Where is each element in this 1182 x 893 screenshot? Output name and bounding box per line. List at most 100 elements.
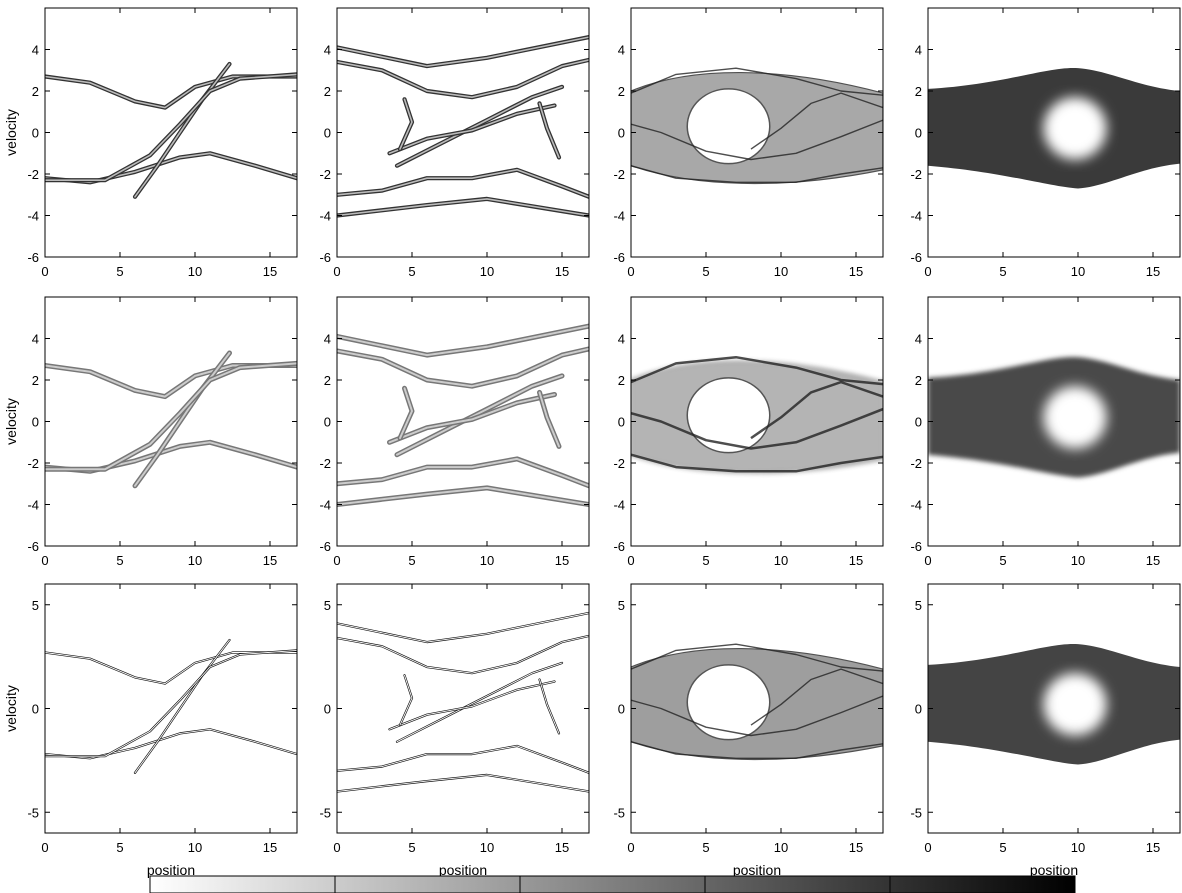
x-tick-label: 10	[1071, 840, 1085, 855]
filament	[45, 728, 297, 760]
y-tick-label: 4	[618, 43, 625, 58]
phase-space-hole	[1043, 97, 1107, 160]
y-tick-label: -4	[910, 498, 922, 513]
filament	[750, 380, 883, 440]
y-axis-label: velocity	[3, 398, 19, 445]
filament-core	[396, 662, 563, 743]
x-tick-label: 15	[849, 553, 863, 568]
x-tick-label: 15	[263, 840, 277, 855]
filament	[750, 668, 883, 726]
y-tick-label: 5	[324, 598, 331, 613]
filament	[631, 355, 883, 386]
colorbar	[149, 875, 1076, 893]
x-tick-label: 5	[999, 553, 1006, 568]
y-tick-label: 5	[618, 598, 625, 613]
filament	[388, 680, 556, 731]
y-tick-label: -6	[613, 539, 625, 554]
x-tick-label: 0	[627, 264, 634, 279]
filament-core	[337, 169, 589, 198]
filament-core	[337, 347, 589, 388]
x-tick-label: 10	[480, 553, 494, 568]
filament-core	[45, 362, 297, 471]
x-tick-label: 0	[41, 840, 48, 855]
filament-core	[45, 73, 297, 181]
y-tick-label: 2	[32, 373, 39, 388]
x-tick-label: 15	[263, 264, 277, 279]
filament	[337, 744, 589, 774]
y-tick-label: 2	[618, 84, 625, 99]
filament-core	[538, 102, 560, 159]
filament-core	[337, 612, 589, 643]
density-layer	[631, 355, 883, 474]
vortex-core	[686, 88, 771, 165]
x-tick-label: 15	[1146, 264, 1160, 279]
filament-core	[399, 387, 413, 440]
y-tick-label: -4	[27, 209, 39, 224]
x-tick-label: 15	[263, 553, 277, 568]
filament-core	[45, 649, 297, 757]
filament	[398, 674, 414, 727]
filament-core	[399, 98, 413, 150]
x-tick-label: 0	[924, 264, 931, 279]
panel-grid: 0 5 10 15 -6 -4 -2 0 2 4 velocity 0 5 10 15 -6 -4 -2 0 2 4 0 5…	[3, 7, 1181, 878]
panel-r1-c4: 0 5 10 15 -6 -4 -2 0 2 4	[910, 7, 1181, 279]
filament-core	[388, 104, 556, 155]
y-tick-label: -4	[319, 209, 331, 224]
x-tick-label: 5	[408, 553, 415, 568]
x-tick-label: 0	[41, 264, 48, 279]
x-tick-label: 15	[849, 264, 863, 279]
panel-r3-c4: 0 5 10 15 -5 0 5 position	[910, 583, 1181, 878]
y-tick-label: 0	[618, 415, 625, 430]
y-tick-label: 0	[915, 415, 922, 430]
filament	[631, 165, 883, 183]
y-tick-label: -6	[319, 250, 331, 265]
y-tick-label: 4	[324, 332, 331, 347]
filament	[631, 119, 883, 161]
filament	[337, 167, 589, 199]
density-layer	[45, 638, 297, 774]
filament	[45, 649, 297, 758]
x-tick-label: 10	[1071, 264, 1085, 279]
filament-core	[396, 374, 563, 456]
filament	[337, 611, 589, 644]
y-tick-label: 2	[324, 84, 331, 99]
y-axis-label: velocity	[3, 685, 19, 732]
y-tick-label: -5	[613, 805, 625, 820]
density-layer	[928, 644, 1180, 765]
x-tick-label: 5	[116, 264, 123, 279]
panel-r2-c4: 0 5 10 15 -6 -4 -2 0 2 4	[910, 296, 1181, 568]
x-tick-label: 15	[555, 553, 569, 568]
x-tick-label: 5	[116, 553, 123, 568]
filament-core	[45, 152, 297, 184]
filament-core	[45, 728, 297, 759]
y-tick-label: -6	[27, 250, 39, 265]
filament-core	[337, 59, 589, 98]
y-tick-label: -6	[613, 250, 625, 265]
panel-r2-c1: 0 5 10 15 -6 -4 -2 0 2 4 velocity	[3, 296, 298, 568]
y-tick-label: 0	[32, 702, 39, 717]
y-tick-label: -2	[910, 456, 922, 471]
panel-r3-c1: 0 5 10 15 -5 0 5 velocity position	[3, 583, 298, 878]
x-tick-label: 5	[999, 264, 1006, 279]
vortex-core	[686, 377, 771, 454]
density-layer	[337, 35, 589, 218]
y-tick-label: 2	[618, 373, 625, 388]
filament-core	[538, 391, 560, 448]
filament-core	[337, 635, 589, 674]
filament	[631, 407, 883, 450]
y-tick-label: -5	[910, 805, 922, 820]
y-tick-label: 4	[915, 43, 922, 58]
filament	[631, 643, 883, 672]
filament	[45, 360, 297, 472]
y-tick-label: -2	[319, 456, 331, 471]
x-tick-label: 10	[774, 840, 788, 855]
y-tick-label: -6	[910, 539, 922, 554]
filament-core	[337, 198, 589, 217]
x-axis-label: position	[147, 862, 195, 878]
x-tick-label: 10	[480, 264, 494, 279]
filament-core	[399, 674, 413, 726]
y-tick-label: -5	[319, 805, 331, 820]
y-tick-label: -6	[910, 250, 922, 265]
filament-core	[337, 36, 589, 67]
